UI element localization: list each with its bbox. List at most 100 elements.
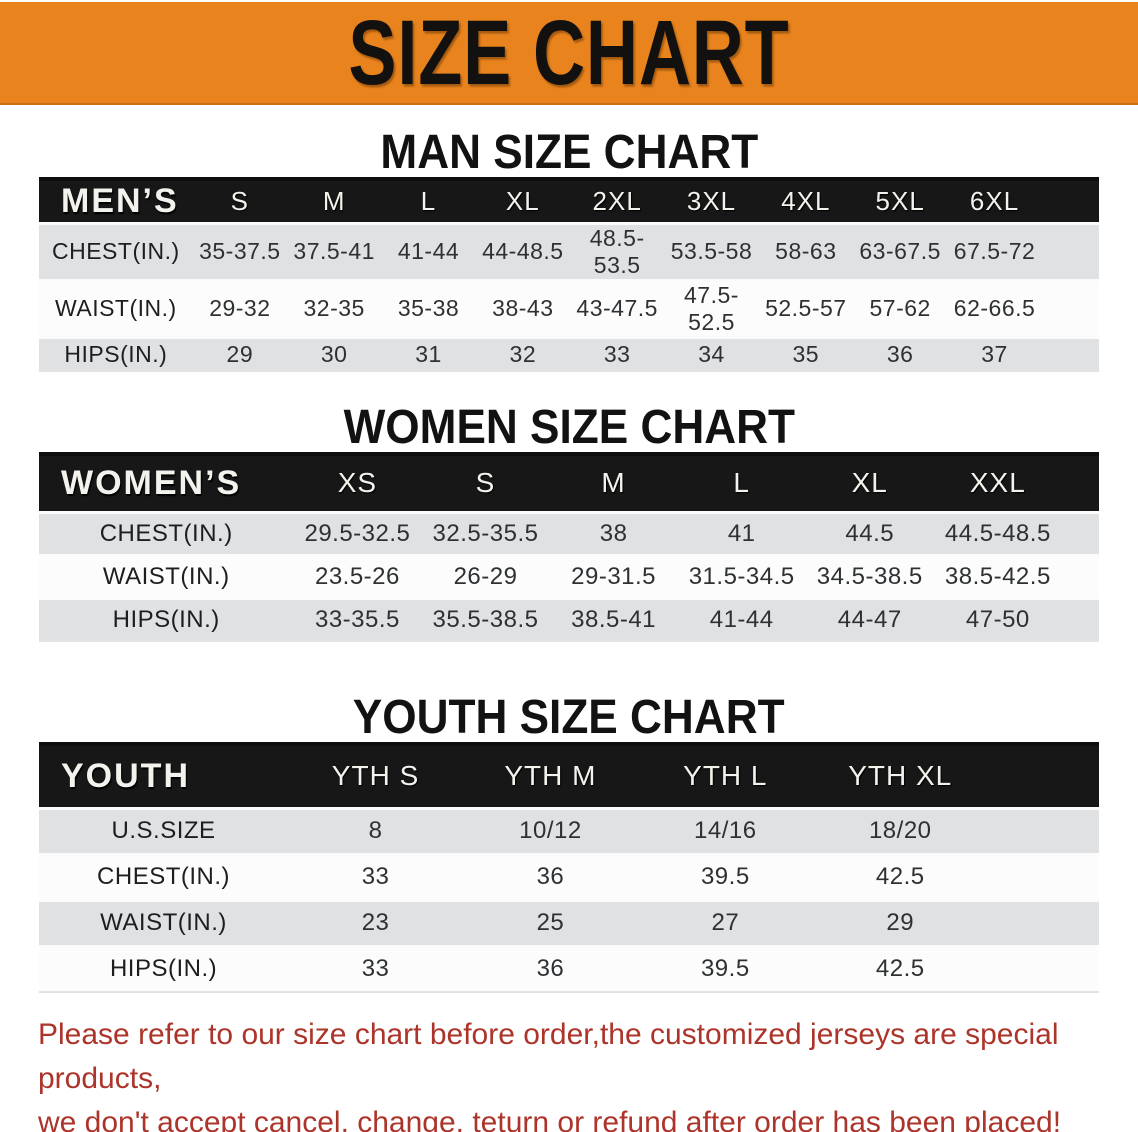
size-value: 18/20 <box>812 808 988 854</box>
spacer-cell <box>987 854 1099 900</box>
size-value: 37.5-41 <box>287 223 382 280</box>
size-value: 39.5 <box>637 946 813 992</box>
size-value: 67.5-72 <box>947 223 1042 280</box>
size-value: 29.5-32.5 <box>293 512 422 555</box>
size-value: 29 <box>812 900 988 946</box>
size-value: 35-38 <box>381 280 476 337</box>
row-label: CHEST(IN.) <box>39 223 193 280</box>
table-row: WAIST(IN.) 23 25 27 29 <box>39 900 1099 946</box>
size-value: 33 <box>288 946 463 992</box>
size-value: 42.5 <box>812 854 988 900</box>
size-value: 38.5-41 <box>549 598 678 641</box>
size-value: 23 <box>288 900 463 946</box>
youth-section-title: YOUTH SIZE CHART <box>353 691 785 744</box>
spacer-cell <box>1061 598 1099 641</box>
size-value: 63-67.5 <box>852 223 948 280</box>
spacer-cell <box>1041 223 1099 280</box>
size-value: 41-44 <box>677 598 806 641</box>
column-header: XL <box>475 178 570 223</box>
column-header: S <box>192 178 288 223</box>
size-value: 29 <box>192 337 288 371</box>
column-header: 6XL <box>947 178 1042 223</box>
size-value: 47.5-52.5 <box>664 280 759 337</box>
size-value: 34 <box>664 337 759 371</box>
table-row: CHEST(IN.) 35-37.5 37.5-41 41-44 44-48.5 48.5… <box>39 223 1099 280</box>
size-value: 34.5-38.5 <box>805 555 934 598</box>
size-value: 33 <box>570 337 665 371</box>
column-header: 4XL <box>758 178 853 223</box>
table-corner-label: WOMEN’S <box>39 453 294 512</box>
column-header: 5XL <box>852 178 948 223</box>
size-value: 23.5-26 <box>293 555 422 598</box>
row-label: CHEST(IN.) <box>39 854 289 900</box>
header-row: MEN’S S M L XL 2XL 3XL 4XL 5XL 6XL <box>39 178 1099 223</box>
size-value: 35-37.5 <box>192 223 288 280</box>
column-header: L <box>381 178 476 223</box>
disclaimer-note: Please refer to our size chart before or… <box>0 1013 1138 1132</box>
spacer-cell <box>987 946 1099 992</box>
size-value: 33 <box>288 854 463 900</box>
size-value: 29-32 <box>192 280 288 337</box>
size-value: 43-47.5 <box>570 280 665 337</box>
size-value: 8 <box>288 808 463 854</box>
row-label: HIPS(IN.) <box>39 598 294 641</box>
size-value: 26-29 <box>421 555 550 598</box>
spacer-cell <box>1041 337 1099 371</box>
spacer-cell <box>1061 453 1099 512</box>
size-value: 52.5-57 <box>758 280 853 337</box>
size-value: 38.5-42.5 <box>933 555 1062 598</box>
row-label: U.S.SIZE <box>39 808 289 854</box>
size-value: 25 <box>462 900 638 946</box>
row-label: WAIST(IN.) <box>39 555 294 598</box>
header-row: YOUTH YTH S YTH M YTH L YTH XL <box>39 743 1099 808</box>
spacer-cell <box>987 743 1099 808</box>
column-header: YTH S <box>288 743 463 808</box>
size-value: 38-43 <box>475 280 570 337</box>
size-value: 10/12 <box>462 808 638 854</box>
size-value: 47-50 <box>933 598 1062 641</box>
table-corner-label: MEN’S <box>39 178 193 223</box>
size-value: 33-35.5 <box>293 598 422 641</box>
column-header: L <box>677 453 806 512</box>
column-header: XXL <box>933 453 1062 512</box>
size-value: 53.5-58 <box>664 223 759 280</box>
size-value: 14/16 <box>637 808 813 854</box>
size-value: 31 <box>381 337 476 371</box>
size-value: 41 <box>677 512 806 555</box>
table-row: CHEST(IN.) 29.5-32.5 32.5-35.5 38 41 44.5 44.5… <box>39 512 1099 555</box>
size-value: 30 <box>287 337 382 371</box>
women-size-table: WOMEN’S XS S M L XL XXL CHEST(IN.) 29.5-32.5 32.5… <box>39 452 1099 642</box>
table-row: U.S.SIZE 8 10/12 14/16 18/20 <box>39 808 1099 854</box>
spacer-cell <box>1061 512 1099 555</box>
spacer-cell <box>1041 280 1099 337</box>
column-header: YTH XL <box>812 743 988 808</box>
column-header: M <box>287 178 382 223</box>
table-row: WAIST(IN.) 23.5-26 26-29 29-31.5 31.5-34.5 34… <box>39 555 1099 598</box>
row-label: WAIST(IN.) <box>39 900 289 946</box>
size-value: 32-35 <box>287 280 382 337</box>
size-value: 31.5-34.5 <box>677 555 806 598</box>
row-label: CHEST(IN.) <box>39 512 294 555</box>
column-header: XS <box>293 453 422 512</box>
size-value: 58-63 <box>758 223 853 280</box>
youth-size-table: YOUTH YTH S YTH M YTH L YTH XL U.S.SIZE 8 10/12… <box>39 742 1099 993</box>
column-header: S <box>421 453 550 512</box>
table-row: WAIST(IN.) 29-32 32-35 35-38 38-43 43-47.5 47.… <box>39 280 1099 337</box>
column-header: YTH L <box>637 743 813 808</box>
spacer-cell <box>987 808 1099 854</box>
row-label: WAIST(IN.) <box>39 280 193 337</box>
column-header: YTH M <box>462 743 638 808</box>
size-value: 44.5 <box>805 512 934 555</box>
size-value: 35.5-38.5 <box>421 598 550 641</box>
size-value: 44.5-48.5 <box>933 512 1062 555</box>
men-size-table: MEN’S S M L XL 2XL 3XL 4XL 5XL 6XL CHEST(IN.) 35-37… <box>39 177 1099 372</box>
disclaimer-line-2: we don't accept cancel, change, teturn o… <box>38 1106 1062 1132</box>
size-value: 62-66.5 <box>947 280 1042 337</box>
column-header: M <box>549 453 678 512</box>
row-label: HIPS(IN.) <box>39 946 289 992</box>
banner-title: SIZE CHART <box>348 0 790 104</box>
column-header: 3XL <box>664 178 759 223</box>
size-value: 48.5-53.5 <box>570 223 665 280</box>
size-value: 57-62 <box>852 280 948 337</box>
women-section-title: WOMEN SIZE CHART <box>343 401 795 454</box>
